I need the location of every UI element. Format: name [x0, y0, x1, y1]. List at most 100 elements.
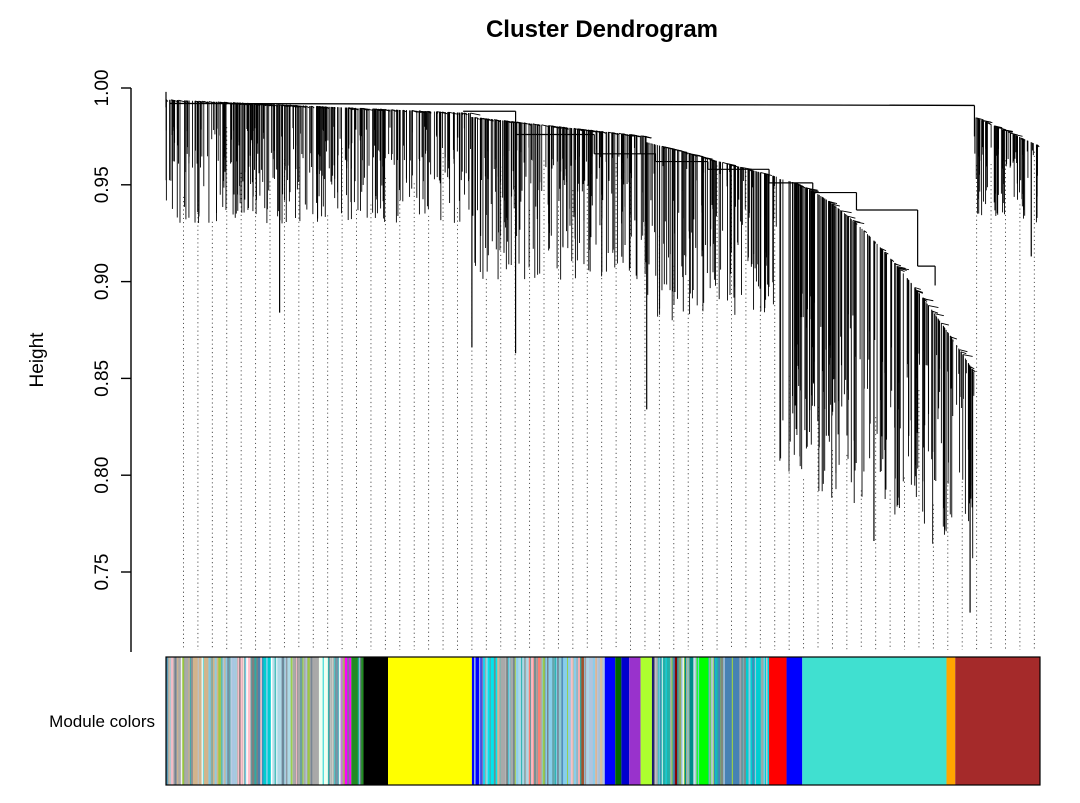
module-color-segment — [657, 657, 674, 785]
module-color-streak — [757, 657, 760, 785]
module-color-streak — [307, 657, 310, 785]
module-color-streak — [535, 657, 538, 785]
module-color-segment — [946, 657, 956, 785]
module-color-streak — [359, 657, 360, 785]
y-tick-label: 0.95 — [92, 166, 113, 203]
module-color-streak — [580, 657, 582, 785]
dendrogram-tree — [165, 91, 1040, 613]
sub-merge — [203, 100, 210, 104]
sub-merge — [391, 109, 397, 112]
module-color-streak — [276, 657, 278, 785]
module-color-streak — [546, 657, 549, 785]
y-tick-label: 0.75 — [92, 554, 113, 591]
sub-merge — [662, 146, 666, 149]
sub-merge — [854, 222, 858, 225]
module-color-segment — [955, 657, 1040, 785]
module-color-streak — [169, 657, 171, 785]
module-color-streak — [505, 657, 508, 785]
sub-merge — [480, 117, 483, 121]
sub-merge — [348, 107, 356, 111]
module-color-streak — [246, 657, 248, 785]
module-color-streak — [300, 657, 303, 785]
sub-merge — [362, 107, 374, 111]
sub-merge — [457, 112, 459, 115]
sub-merge — [293, 104, 301, 108]
sub-merge — [302, 105, 307, 109]
module-color-streak — [327, 657, 330, 785]
module-color-streak — [586, 657, 590, 785]
module-color-streak — [511, 657, 513, 785]
leaf-guide-lines — [183, 127, 1035, 650]
module-color-streak — [347, 657, 350, 785]
module-color-streak — [512, 657, 515, 785]
module-color-band-border — [165, 656, 1041, 786]
module-color-streak — [286, 657, 288, 785]
sub-merge — [668, 147, 677, 151]
module-color-streak — [544, 657, 546, 785]
module-color-streak — [233, 657, 236, 785]
module-color-streak — [214, 657, 217, 785]
sub-merge — [900, 269, 905, 273]
module-color-segment — [363, 657, 388, 785]
module-color-streak — [760, 657, 764, 785]
sub-merge — [987, 122, 992, 126]
y-tick-label: 0.90 — [92, 263, 113, 300]
module-color-streak — [497, 657, 500, 785]
module-color-streak — [197, 657, 199, 785]
module-color-streak — [694, 657, 697, 785]
module-color-streak — [284, 657, 287, 785]
module-color-streak — [720, 657, 724, 785]
module-color-streak — [554, 657, 557, 785]
module-color-streak — [322, 657, 324, 785]
module-color-streak — [542, 657, 545, 785]
module-color-streak — [739, 657, 742, 785]
root-merge-line — [169, 102, 975, 107]
y-tick-label: 0.85 — [92, 360, 113, 397]
module-color-streak — [671, 657, 673, 785]
module-color-streak — [516, 657, 519, 785]
module-color-streak — [359, 657, 362, 785]
sub-merge — [832, 203, 840, 207]
module-color-streak — [715, 657, 717, 785]
sub-merge — [448, 111, 458, 115]
module-color-streak — [569, 657, 572, 785]
module-color-streak — [314, 657, 317, 785]
sub-merge — [923, 298, 934, 302]
module-color-streak — [680, 657, 683, 785]
module-color-segments — [166, 657, 1040, 785]
sub-merge — [556, 126, 559, 129]
module-color-streak — [766, 657, 768, 785]
sub-merge — [590, 129, 598, 133]
sub-merge — [741, 166, 752, 170]
sub-merge — [488, 118, 493, 122]
module-color-streak — [534, 657, 536, 785]
module-color-streak — [192, 657, 195, 785]
module-color-streak — [295, 657, 298, 785]
module-color-segment — [471, 657, 484, 785]
sub-merge — [551, 125, 558, 129]
sub-merge — [480, 117, 488, 121]
sub-merge — [894, 262, 898, 266]
sub-merge — [217, 101, 227, 105]
sub-merge — [795, 182, 802, 186]
module-color-streak — [665, 657, 667, 785]
module-color-segment — [621, 657, 630, 785]
sub-merge — [185, 100, 189, 103]
module-color-streak — [661, 657, 663, 785]
sub-merge — [932, 310, 939, 314]
sub-merge — [995, 125, 1003, 129]
module-color-streak — [540, 657, 543, 785]
module-colors-label: Module colors — [49, 712, 155, 731]
module-color-streak — [341, 657, 344, 785]
module-color-segment — [769, 657, 787, 785]
module-color-segment — [802, 657, 947, 785]
module-color-streak — [655, 657, 658, 785]
sub-merge — [595, 130, 603, 134]
module-color-streak — [168, 657, 171, 785]
module-color-streak — [222, 657, 226, 785]
module-color-streak — [332, 657, 335, 785]
module-color-streak — [486, 657, 488, 785]
module-color-segment — [615, 657, 622, 785]
module-color-streak — [230, 657, 234, 785]
module-color-streak — [693, 657, 696, 785]
